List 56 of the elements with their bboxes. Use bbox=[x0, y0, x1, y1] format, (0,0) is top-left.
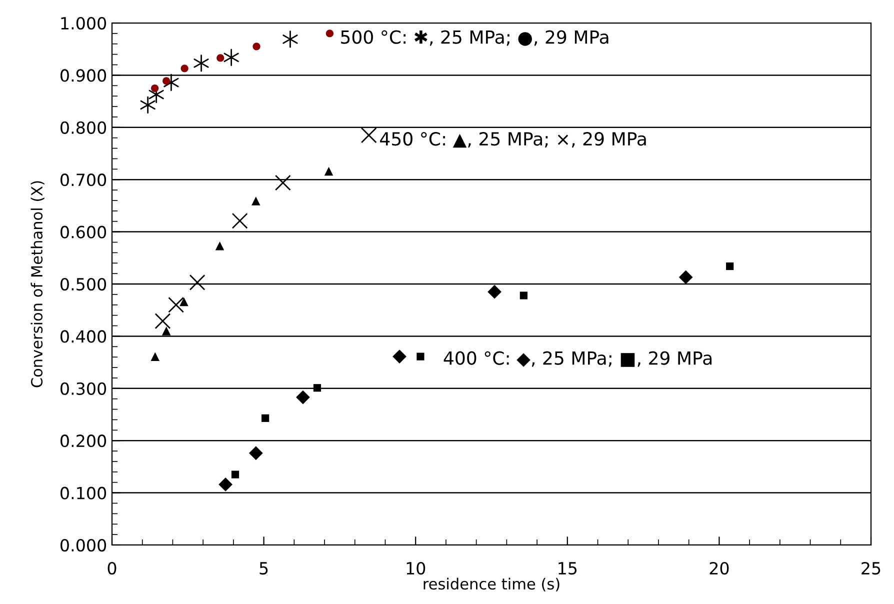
point bbox=[140, 96, 156, 114]
point bbox=[488, 284, 502, 299]
x-tick-label: 25 bbox=[862, 562, 880, 575]
point bbox=[216, 54, 224, 62]
point bbox=[168, 296, 184, 313]
point bbox=[162, 326, 171, 336]
point bbox=[282, 30, 298, 48]
point bbox=[218, 478, 232, 492]
point bbox=[326, 30, 334, 38]
annotation: 450 °C: ▲, 25 MPa; ×, 29 MPa bbox=[380, 132, 646, 148]
point bbox=[232, 212, 248, 229]
y-tick-label: 0.700 bbox=[60, 174, 106, 186]
point bbox=[154, 313, 171, 330]
x-tick-label: 20 bbox=[710, 562, 729, 575]
point bbox=[189, 274, 206, 290]
y-tick-label: 0.000 bbox=[60, 538, 106, 552]
x-axis-title: residence time (s) bbox=[424, 578, 560, 592]
point bbox=[726, 262, 734, 270]
point bbox=[274, 174, 291, 191]
y-tick-label: 1.000 bbox=[61, 16, 106, 30]
point bbox=[262, 414, 270, 422]
point bbox=[150, 352, 160, 361]
point bbox=[324, 166, 334, 176]
point bbox=[678, 270, 693, 284]
point bbox=[252, 42, 260, 50]
point bbox=[313, 384, 322, 392]
point bbox=[392, 350, 406, 364]
point bbox=[162, 77, 170, 85]
y-tick-label: 0.100 bbox=[60, 486, 106, 500]
x-tick-label: 10 bbox=[406, 562, 426, 575]
point bbox=[416, 352, 424, 360]
point bbox=[224, 48, 239, 66]
y-tick-label: 0.800 bbox=[60, 121, 106, 134]
point bbox=[231, 470, 240, 478]
y-tick-label: 0.500 bbox=[60, 278, 106, 291]
x-tick-label: 0 bbox=[108, 562, 116, 575]
point bbox=[252, 196, 260, 206]
annotation: 400 °C: ◆, 25 MPa; ■, 29 MPa bbox=[444, 351, 712, 367]
point bbox=[248, 446, 263, 460]
x-tick-label: 15 bbox=[558, 562, 577, 575]
annotation: 500 °C: ✱, 25 MPa; ●, 29 MPa bbox=[341, 30, 608, 46]
y-tick-label: 0.300 bbox=[60, 382, 106, 395]
point bbox=[215, 242, 224, 250]
y-tick-label: 0.900 bbox=[60, 69, 106, 82]
y-tick-label: 0.400 bbox=[60, 330, 106, 343]
point bbox=[520, 292, 528, 300]
x-tick-label: 5 bbox=[260, 562, 268, 575]
point bbox=[296, 390, 310, 404]
point bbox=[180, 64, 188, 72]
y-axis-title: Conversion of Methanol (X) bbox=[30, 181, 44, 388]
point bbox=[151, 84, 159, 92]
point bbox=[180, 297, 188, 306]
point bbox=[194, 54, 209, 72]
point bbox=[360, 127, 377, 144]
y-tick-label: 0.600 bbox=[60, 226, 106, 238]
y-tick-label: 0.200 bbox=[60, 434, 106, 448]
